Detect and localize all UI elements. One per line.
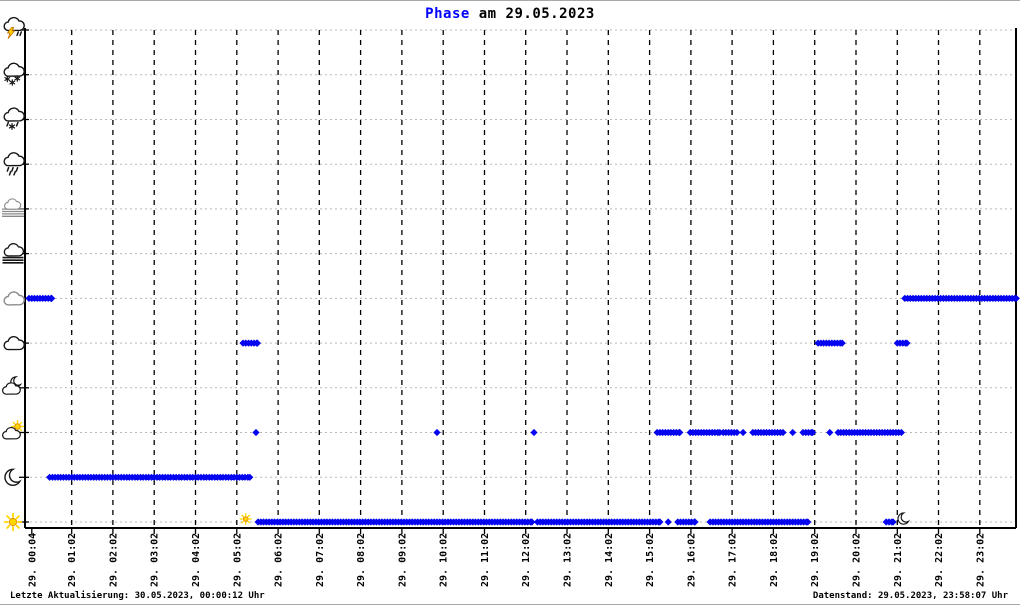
chart-title: Phase am 29.05.2023 <box>0 6 1020 22</box>
phase-points-partly-cloudy <box>826 428 834 437</box>
sun-behind-cloud-icon <box>2 420 24 440</box>
x-tick-label: 29. 06:02 <box>274 533 285 587</box>
phase-points-cloudy <box>893 339 911 347</box>
thunderstorm-cloud-icon <box>3 16 25 39</box>
x-tick-label: 29. 17:02 <box>728 533 739 587</box>
x-tick-label: 29. 08:02 <box>356 533 367 587</box>
phase-points-partly-cloudy <box>799 428 817 437</box>
sunset-moon-icon <box>897 512 911 525</box>
gray-cloud-icon <box>3 291 25 306</box>
phase-points-partly-cloudy <box>739 428 747 437</box>
chart-title-date: am 29.05.2023 <box>469 6 595 22</box>
x-tick-label: 29. 23:02 <box>975 533 986 587</box>
phase-points-partly-cloudy <box>834 428 905 437</box>
moon-behind-cloud-icon <box>2 376 23 395</box>
phase-points-cloudy <box>814 339 846 347</box>
phase-points-sunny <box>706 518 812 526</box>
axes <box>24 28 1017 529</box>
fog-icon <box>2 243 25 264</box>
x-tick-label: 29. 21:02 <box>893 533 904 587</box>
sleet-cloud-icon <box>3 107 25 130</box>
last-update-text: Letzte Aktualisierung: 30.05.2023, 00:00… <box>10 591 265 601</box>
x-tick-label: 29. 07:02 <box>315 533 326 587</box>
phase-points-cloudy <box>239 339 261 347</box>
phase-points-partly-cloudy <box>653 428 684 437</box>
x-tick-label: 29. 16:02 <box>686 533 697 587</box>
phase-points-sunny <box>882 518 897 526</box>
x-tick-label: 29. 04:02 <box>191 533 202 587</box>
phase-points-partly-cloudy <box>789 428 797 437</box>
phase-points-partly-cloudy <box>433 428 441 437</box>
phase-points-overcast <box>25 294 56 302</box>
x-tick-label: 29. 09:02 <box>397 533 408 587</box>
moon-icon <box>4 468 22 486</box>
x-tick-label: 29. 01:02 <box>67 533 78 587</box>
x-tick-label: 29. 15:02 <box>645 533 656 587</box>
sun-icon <box>3 512 23 532</box>
phase-points-overcast <box>901 294 1020 302</box>
phase-points-partly-cloudy <box>719 428 741 437</box>
x-tick-labels: 29. 00:04 29. 01:02 29. 02:02 29. 03:02 29. … <box>27 533 986 587</box>
data-timestamp-text: Datenstand: 29.05.2023, 23:58:07 Uhr <box>812 591 1008 601</box>
phase-points-sunny <box>533 518 664 526</box>
vertical-gridlines <box>71 30 981 528</box>
x-tick-label: 29. 02:02 <box>108 533 119 587</box>
x-tick-label: 29. 22:02 <box>934 533 945 587</box>
y-axis-phase-icons <box>2 16 25 532</box>
x-tick-label: 29. 00:04 <box>27 533 38 587</box>
phase-points-sunny <box>254 518 536 526</box>
phase-points-sunny <box>664 518 672 526</box>
x-tick-label: 29. 03:02 <box>150 533 161 587</box>
phase-points-partly-cloudy <box>252 428 260 437</box>
x-tick-label: 29. 12:02 <box>521 533 532 587</box>
x-tick-label: 29. 13:02 <box>563 533 574 587</box>
sunrise-sun-icon <box>239 512 252 526</box>
sun-markers <box>239 512 911 526</box>
x-tick-label: 29. 18:02 <box>769 533 780 587</box>
bottom-border <box>0 604 1020 605</box>
rain-cloud-icon <box>3 152 25 176</box>
phase-points-sunny <box>674 518 699 526</box>
x-tick-label: 29. 05:02 <box>232 533 243 587</box>
mist-icon <box>2 198 24 217</box>
x-tick-label: 29. 14:02 <box>604 533 615 587</box>
top-border <box>0 0 1020 1</box>
horizontal-gridlines <box>25 29 1016 523</box>
phase-points-partly-cloudy <box>530 428 538 437</box>
chart-title-word: Phase <box>425 6 470 22</box>
phase-points-partly-cloudy <box>749 428 787 437</box>
snow-cloud-icon <box>3 62 25 86</box>
x-tick-label: 29. 10:02 <box>439 533 450 587</box>
x-tick-label: 29. 20:02 <box>852 533 863 587</box>
axis-ticks <box>19 29 981 534</box>
phase-points-clear-night <box>46 473 254 481</box>
data-points <box>25 294 1020 526</box>
cloud-icon <box>3 336 25 351</box>
phase-scatter-chart: 29. 00:04 29. 01:02 29. 02:02 29. 03:02 29. … <box>2 16 1020 587</box>
x-tick-label: 29. 11:02 <box>480 533 491 587</box>
x-tick-label: 29. 19:02 <box>810 533 821 587</box>
phase-points-partly-cloudy <box>686 428 724 437</box>
